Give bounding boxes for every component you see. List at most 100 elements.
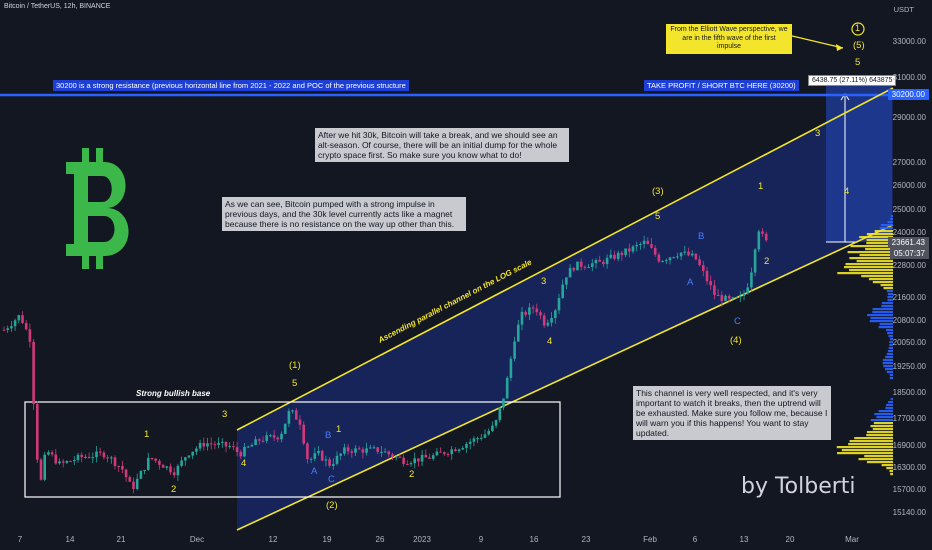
price-tick: 15700.00 xyxy=(892,485,926,494)
candle-body xyxy=(317,450,320,454)
volume-profile-bar xyxy=(866,233,893,236)
volume-profile-bar xyxy=(883,287,893,290)
candle-body xyxy=(409,463,413,465)
volume-profile-bar xyxy=(836,446,893,449)
candle-body xyxy=(202,442,206,447)
candle-body xyxy=(454,449,457,452)
candle-body xyxy=(513,341,516,359)
candle-body xyxy=(376,447,379,452)
candle-body xyxy=(431,455,435,459)
candle-body xyxy=(235,447,239,453)
candle-body xyxy=(143,469,146,472)
candle-body xyxy=(87,456,91,458)
candle-body xyxy=(365,448,368,453)
candle-body xyxy=(328,459,331,466)
wave-label: 1 xyxy=(144,429,150,440)
volume-profile-bar xyxy=(868,278,893,281)
wave-label: 5 xyxy=(292,378,298,389)
time-tick: 2023 xyxy=(413,535,431,544)
time-tick: 23 xyxy=(581,535,591,544)
time-tick: 6 xyxy=(692,535,698,544)
candle-body xyxy=(187,455,191,458)
volume-profile-bar xyxy=(888,401,893,404)
volume-profile-bar xyxy=(872,281,893,284)
candle-body xyxy=(720,295,724,301)
candle-body xyxy=(346,447,350,452)
candle-body xyxy=(80,454,83,458)
candle-body xyxy=(58,461,61,464)
candle-body xyxy=(391,454,394,457)
volume-profile-bar xyxy=(866,461,893,464)
wave-label: (5) xyxy=(853,40,865,51)
candle-body xyxy=(354,448,357,453)
candle-body xyxy=(139,471,143,479)
volume-profile-bar xyxy=(879,227,893,230)
wave-label: 2 xyxy=(764,256,770,267)
candle-body xyxy=(698,259,701,266)
volume-profile-bar xyxy=(881,302,893,305)
volume-profile-bar xyxy=(870,419,893,422)
candle-body xyxy=(435,451,439,456)
wave-label-abc: B xyxy=(325,430,332,441)
countdown-tag: 05:07:37 xyxy=(889,248,929,259)
candle-body xyxy=(439,451,442,453)
volume-profile-bar xyxy=(874,413,893,416)
candle-body xyxy=(642,240,646,245)
candle-body xyxy=(106,457,109,459)
candle-body xyxy=(598,260,601,262)
candle-body xyxy=(313,453,317,459)
wave-label-abc: B xyxy=(698,231,705,242)
candle-body xyxy=(594,260,598,264)
candle-body xyxy=(117,465,120,467)
wave-label: (2) xyxy=(326,500,338,511)
currency-label: USDT xyxy=(893,5,914,14)
volume-profile-bar xyxy=(885,356,893,359)
candle-body xyxy=(172,472,176,476)
candle-body xyxy=(228,446,231,448)
time-tick: 21 xyxy=(116,535,126,544)
candle-body xyxy=(224,441,228,447)
candle-body xyxy=(653,247,657,255)
price-tick: 20050.00 xyxy=(892,338,926,347)
candle-body xyxy=(84,456,87,458)
symbol-title[interactable]: Bitcoin / TetherUS, 12h, BINANCE xyxy=(4,3,111,10)
candle-body xyxy=(517,324,520,342)
candle-body xyxy=(635,244,638,247)
candle-body xyxy=(539,312,542,316)
wave-label: 4 xyxy=(547,336,553,347)
candle-body xyxy=(32,341,35,405)
candle-body xyxy=(180,460,183,466)
volume-profile-bar xyxy=(883,365,893,368)
candle-body xyxy=(731,297,735,299)
volume-profile-bar xyxy=(872,311,893,314)
volume-profile-bar xyxy=(890,215,893,218)
time-tick: 13 xyxy=(739,535,749,544)
candle-body xyxy=(724,295,727,301)
volume-profile-bar xyxy=(866,434,893,437)
candle-body xyxy=(154,458,157,461)
candle-body xyxy=(457,449,461,452)
signature: by Tolberti xyxy=(741,474,856,499)
candle-body xyxy=(165,466,169,468)
volume-profile-bar xyxy=(856,260,893,263)
volume-profile-bar xyxy=(886,404,893,407)
candle-body xyxy=(746,287,749,294)
candle-body xyxy=(6,328,9,330)
candle-body xyxy=(176,465,180,476)
candle-body xyxy=(302,424,305,444)
wave-label: 5 xyxy=(655,211,661,222)
time-tick: Mar xyxy=(845,535,859,544)
price-tick: 26000.00 xyxy=(892,181,926,190)
candle-body xyxy=(121,465,124,470)
volume-profile-bar xyxy=(841,449,893,452)
wave-label: 3 xyxy=(222,409,228,420)
volume-profile-bar xyxy=(887,299,893,302)
volume-profile-bar xyxy=(837,272,893,275)
candle-body xyxy=(591,263,594,268)
candle-body xyxy=(295,410,298,420)
wave-label-abc: A xyxy=(687,277,694,288)
candle-body xyxy=(742,293,746,297)
candle-body xyxy=(191,451,194,456)
volume-profile-bar xyxy=(847,251,893,254)
